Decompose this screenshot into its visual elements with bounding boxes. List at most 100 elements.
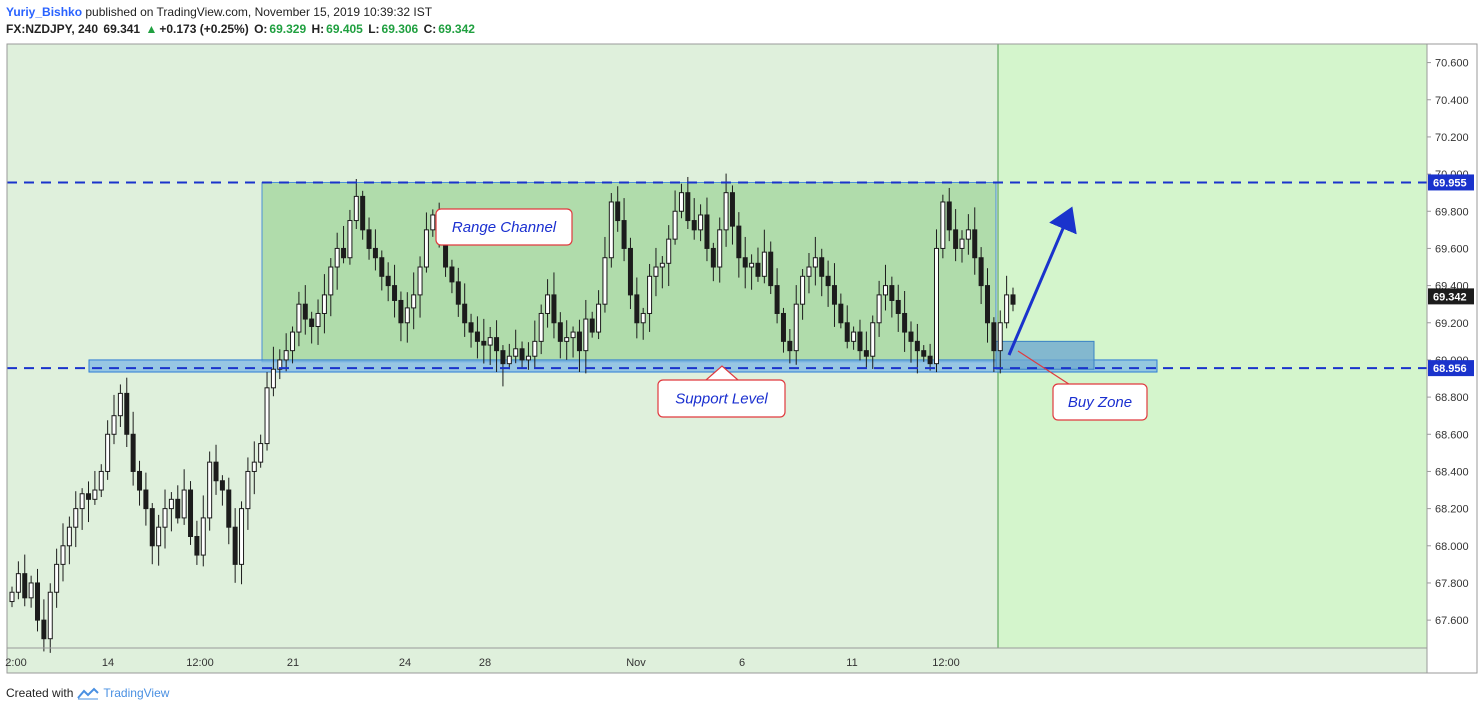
candle [557,312,563,359]
y-tick-label: 67.600 [1435,615,1469,627]
candle-body [500,350,506,365]
candle-body [334,247,340,268]
tradingview-brand[interactable]: TradingView [103,686,170,700]
candle [953,209,959,262]
candle-body [666,238,672,264]
candle-body [219,480,225,491]
candle-body [117,392,123,417]
candle [793,285,799,365]
candle-body [188,489,194,537]
candle-body [812,257,818,268]
candle [895,284,901,332]
candle-body [487,337,493,346]
candle-body [889,285,895,301]
candle [991,317,997,372]
candle-body [513,348,519,357]
candle-body [863,350,869,357]
candle-body [98,470,104,491]
candle-body [264,387,270,445]
candle [251,441,257,495]
candle-body [978,257,984,287]
candle [353,178,359,229]
candle-body [653,266,659,277]
buy-zone-label-box[interactable] [1052,383,1148,421]
candle [200,495,206,567]
candle-body [28,582,34,599]
candle [513,329,519,364]
price-change: +0.173 (+0.25%) [159,22,249,36]
candle-body [851,331,857,342]
y-tick-label: 68.200 [1435,504,1469,516]
candle-body [22,573,28,599]
candle-body [729,192,735,227]
candle-body [787,340,793,352]
y-tick-label: 68.000 [1435,541,1469,553]
candle [213,444,219,495]
candle [232,508,238,583]
candle [965,214,971,255]
candle [449,259,455,294]
buy-zone-box[interactable] [995,340,1095,370]
x-tick-label: 24 [399,657,411,669]
candle [1010,287,1016,312]
candle [283,333,289,372]
y-tick-label: 69.600 [1435,243,1469,255]
candle [124,377,130,448]
price-axis-background [1427,44,1477,673]
candle-body [749,262,755,268]
candle-body [525,355,531,361]
candle [717,217,723,283]
candle-body [972,229,978,259]
x-tick-label: 6 [739,657,745,669]
candle [538,304,544,355]
candle [487,326,493,365]
candle-body [494,337,500,352]
bullish-arrow[interactable] [1007,206,1077,356]
candle [532,320,538,368]
candle [181,469,187,525]
candle [35,568,41,632]
range-channel-label-text: Range Channel [452,219,557,236]
candle [627,237,633,310]
x-tick-label: 12:00 [932,657,960,669]
candle [851,326,857,350]
candle [634,277,640,339]
candle-body [831,285,837,305]
candle [264,372,270,451]
candle [761,229,767,284]
candle-body [296,303,302,333]
candle [22,554,28,607]
candle [997,310,1003,374]
candle-body [742,257,748,268]
candle [551,272,557,339]
candle-body [959,238,965,249]
candle [972,207,978,275]
current-price-text: 69.342 [1433,291,1467,303]
candle [736,212,742,278]
candle-body [698,214,704,231]
candle [156,514,162,566]
candle [806,252,812,294]
author-link[interactable]: Yuriy_Bishko [6,5,83,19]
candle [787,329,793,364]
candle-body [137,470,143,491]
support-level-label-box[interactable] [657,379,786,418]
candle-body [213,461,219,482]
candle-body [232,526,238,565]
range-channel-label-box[interactable] [435,208,573,246]
candle [168,492,174,532]
candle [774,268,780,324]
candle-body [54,563,60,593]
candle [704,197,710,262]
y-tick-label: 68.400 [1435,466,1469,478]
symbol-label[interactable]: FX:NZDJPY, 240 [6,22,99,36]
candle [570,326,576,358]
candle-body [347,220,353,259]
candle [277,349,283,380]
candle-body [723,192,729,231]
candle-body [984,285,990,324]
candle-body [417,266,423,296]
candle-body [315,312,321,327]
candle [404,292,410,343]
